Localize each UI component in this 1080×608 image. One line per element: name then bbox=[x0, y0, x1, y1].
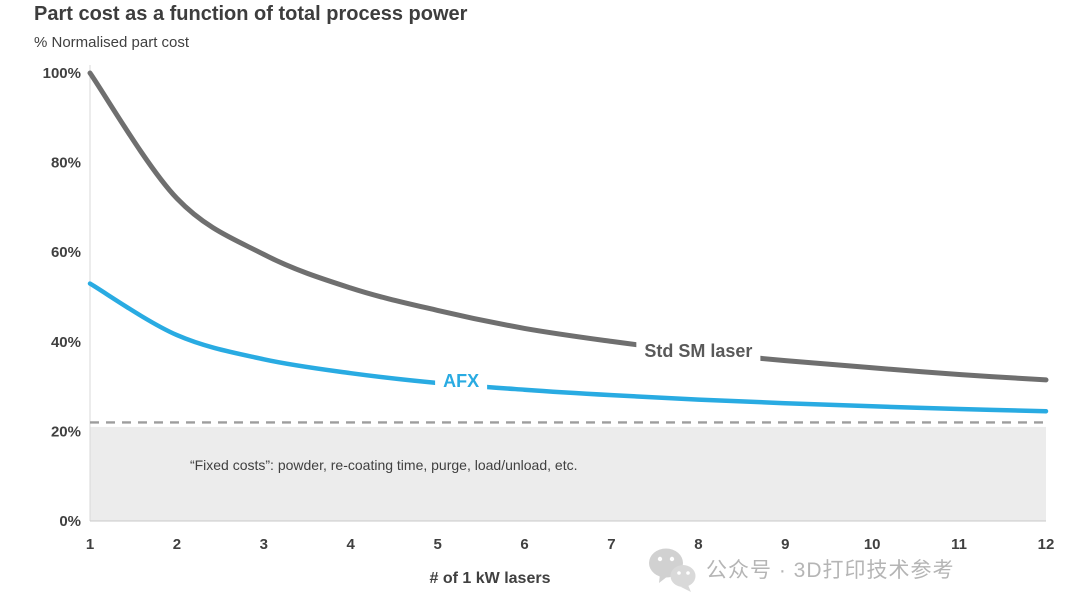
watermark: 公众号 · 3D打印技术参考 bbox=[646, 544, 955, 594]
x-tick-label: 4 bbox=[347, 536, 356, 553]
x-tick-label: 2 bbox=[173, 536, 181, 553]
y-axis-title: % Normalised part cost bbox=[34, 34, 190, 51]
wechat-icon bbox=[649, 548, 696, 592]
series-label-backdrop bbox=[636, 336, 761, 365]
y-tick-label: 20% bbox=[51, 423, 81, 440]
series-line-afx bbox=[87, 281, 1049, 414]
x-axis-title: # of 1 kW lasers bbox=[430, 570, 551, 587]
x-tick-label: 7 bbox=[607, 536, 615, 553]
x-tick-label: 9 bbox=[781, 536, 789, 553]
series-label-afx: AFX bbox=[443, 371, 479, 391]
y-tick-label: 100% bbox=[43, 65, 81, 82]
x-tick-label: 8 bbox=[694, 536, 702, 553]
y-tick-label: 40% bbox=[51, 334, 81, 351]
watermark-text: 公众号 · 3D打印技术参考 bbox=[706, 559, 955, 582]
series-label-std-sm-laser: Std SM laser bbox=[644, 341, 752, 361]
x-tick-label: 11 bbox=[951, 536, 967, 553]
chart-title: Part cost as a function of total process… bbox=[34, 3, 468, 25]
fixed-costs-band bbox=[90, 426, 1046, 521]
y-tick-label: 60% bbox=[51, 244, 81, 261]
x-tick-label: 1 bbox=[86, 536, 94, 553]
annotation-fixed-costs: “Fixed costs”: powder, re-coating time, … bbox=[190, 457, 578, 473]
x-tick-label: 10 bbox=[864, 536, 881, 553]
y-tick-label: 0% bbox=[59, 513, 81, 530]
y-tick-label: 80% bbox=[51, 155, 81, 172]
x-tick-label: 3 bbox=[260, 536, 268, 553]
series-line-std-sm-laser bbox=[87, 70, 1049, 383]
x-tick-label: 5 bbox=[433, 536, 441, 553]
x-tick-label: 6 bbox=[520, 536, 528, 553]
series-label-backdrop bbox=[435, 366, 488, 395]
x-tick-label: 12 bbox=[1038, 536, 1055, 553]
